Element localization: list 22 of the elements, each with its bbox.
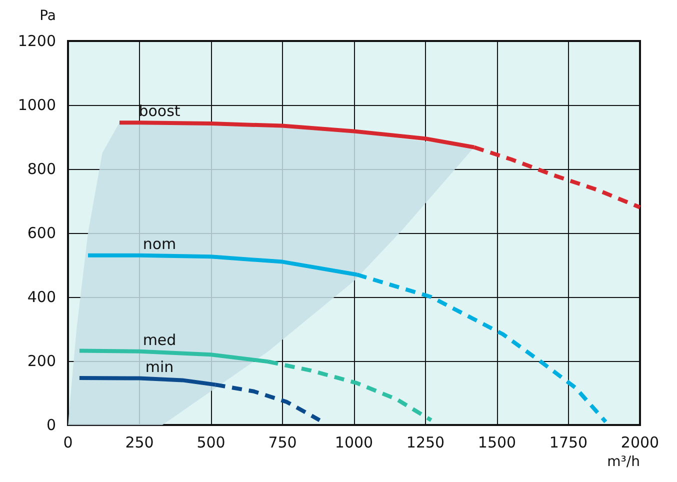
x-tick-label: 0 bbox=[63, 434, 73, 452]
x-tick-label: 2000 bbox=[620, 434, 660, 452]
series-label: nom bbox=[142, 234, 176, 253]
series-label: min bbox=[145, 358, 174, 376]
series-label: med bbox=[142, 330, 176, 349]
x-tick-label: 1750 bbox=[549, 434, 588, 452]
y-tick-label: 600 bbox=[27, 224, 56, 242]
y-tick-label: 400 bbox=[27, 288, 56, 306]
y-tick-label: 1200 bbox=[18, 32, 56, 50]
x-axis-title: m³/h bbox=[607, 454, 640, 470]
x-tick-label: 750 bbox=[268, 434, 297, 452]
series-label: boost bbox=[138, 102, 180, 120]
x-tick-label: 1250 bbox=[406, 434, 445, 452]
y-tick-label: 1000 bbox=[18, 96, 56, 114]
x-tick-label: 250 bbox=[125, 434, 154, 452]
y-tick-label: 0 bbox=[46, 416, 56, 434]
y-tick-label: 800 bbox=[27, 160, 56, 178]
x-tick-label: 1000 bbox=[334, 434, 374, 452]
x-tick-label: 500 bbox=[196, 434, 226, 452]
y-axis-title: Pa bbox=[40, 8, 56, 24]
x-tick-label: 1500 bbox=[478, 434, 516, 452]
y-tick-label: 200 bbox=[27, 352, 56, 370]
